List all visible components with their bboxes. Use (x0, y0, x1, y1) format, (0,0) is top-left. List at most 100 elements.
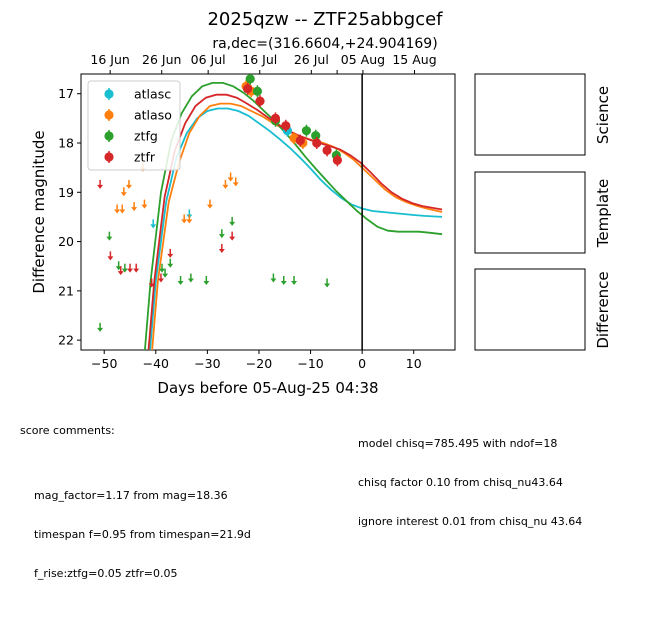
score-comments: score comments: mag_factor=1.17 from mag… (20, 398, 251, 619)
upper-limit-arrow (97, 327, 104, 332)
upper-limit-arrow (150, 224, 157, 229)
upper-limit-atlaso (141, 199, 148, 209)
legend-label: ztfr (134, 150, 156, 165)
model-curve-atlasc (149, 107, 443, 350)
upper-limit-ztfg (280, 276, 287, 285)
upper-limit-arrow (97, 184, 104, 189)
score-comments-heading: score comments: (20, 424, 115, 437)
upper-limit-ztfg (97, 322, 104, 332)
legend: atlasc atlaso ztfg ztfr (87, 80, 181, 171)
model-comments: model chisq=785.495 with ndof=18 chisq f… (358, 411, 582, 541)
stamp-panel-template (474, 171, 586, 254)
upper-limit-arrow (218, 248, 225, 253)
detection-ztfr (322, 145, 332, 155)
upper-limit-ztfg (158, 263, 165, 273)
upper-limit-arrow (177, 281, 184, 285)
upper-limit-ztfg (229, 216, 236, 226)
stamp-panel-label: Template (594, 179, 612, 248)
upper-limit-ztfg (270, 273, 277, 283)
model-comment-line: ignore interest 0.01 from chisq_nu 43.64 (358, 515, 583, 528)
top-tick-label: 16 Jul (242, 52, 277, 67)
x-tick-label: −30 (194, 356, 220, 371)
detection-ztfr (312, 138, 322, 148)
upper-limit-atlaso (206, 199, 213, 209)
upper-limit-ztfg (187, 273, 194, 283)
plot-frame (80, 73, 456, 351)
upper-limit-arrow (203, 281, 210, 285)
upper-limit-arrow (127, 268, 134, 273)
legend-marker (104, 152, 114, 162)
upper-limit-arrow (162, 273, 169, 278)
upper-limit-arrow (167, 253, 174, 258)
upper-limit-arrow (270, 278, 277, 283)
upper-limit-ztfr (127, 263, 134, 273)
upper-limit-atlaso (119, 204, 126, 214)
detection-ztfr (255, 96, 265, 106)
model-comment-line: chisq factor 0.10 from chisq_nu43.64 (358, 476, 563, 489)
stamp-panels: Science Template Difference (474, 73, 612, 351)
upper-limit-arrow (106, 236, 113, 241)
upper-limit-atlaso (114, 204, 121, 214)
upper-limit-arrow (186, 219, 193, 224)
figure-subtitle: ra,dec=(316.6604,+24.904169) (212, 36, 437, 52)
stamp-panel-label: Difference (594, 271, 612, 348)
upper-limit-arrow (232, 182, 239, 187)
lightcurve-figure: 2025qzw -- ZTF25abbgcef ra,dec=(316.6604… (30, 9, 612, 397)
x-tick-label: 0 (358, 356, 366, 371)
model-comment-line: model chisq=785.495 with ndof=18 (358, 437, 558, 450)
stamp-panel-label: Science (594, 86, 612, 144)
detection-ztfr (270, 113, 281, 123)
detection-ztfg (245, 74, 255, 84)
score-comment-line: f_rise:ztfg=0.05 ztfr=0.05 (34, 567, 178, 580)
upper-limit-arrow (227, 177, 234, 182)
upper-limit-ztfr (107, 251, 114, 261)
data-points (97, 74, 342, 332)
stamp-panel-science (474, 73, 586, 156)
upper-limit-arrow (222, 184, 229, 189)
stamp-panel-difference (474, 268, 586, 351)
top-tick-label: 05 Aug (341, 52, 385, 67)
upper-limit-atlaso (186, 214, 193, 224)
upper-limit-ztfr (148, 278, 155, 288)
top-tick-label: 15 Aug (392, 52, 436, 67)
legend-label: ztfg (134, 129, 158, 144)
x-tick-label: −10 (297, 356, 323, 371)
x-tick-label: −40 (143, 356, 169, 371)
y-axis-ticks: 17 18 19 20 21 22 (58, 86, 81, 348)
upper-limit-ztfg (121, 263, 128, 273)
upper-limit-arrow (114, 209, 121, 214)
detection-ztfg (301, 126, 312, 136)
y-axis-label: Difference magnitude (30, 130, 48, 293)
upper-limit-arrow (206, 204, 213, 209)
score-comment-line: timespan f=0.95 from timespan=21.9d (34, 528, 251, 541)
upper-limit-atlaso (131, 202, 138, 212)
upper-limit-ztfg (203, 276, 210, 285)
figure-title: 2025qzw -- ZTF25abbgcef (207, 9, 443, 30)
detection-ztfr (243, 84, 253, 94)
upper-limit-ztfr (167, 248, 174, 258)
upper-limit-arrow (148, 283, 155, 288)
x-axis-ticks: −50 −40 −30 −20 −10 0 10 (91, 350, 422, 371)
upper-limit-ztfr (133, 263, 140, 273)
legend-box (87, 80, 181, 171)
upper-limit-atlaso (181, 214, 188, 224)
upper-limit-atlaso (222, 179, 229, 189)
top-date-axis-ticks: 16 Jun 26 Jun 06 Jul 16 Jul 26 Jul 05 Aug 15 A… (90, 52, 437, 74)
upper-limit-arrow (157, 278, 164, 283)
y-tick-label: 22 (58, 333, 74, 348)
x-tick-label: −20 (246, 356, 272, 371)
upper-limit-arrow (324, 283, 331, 288)
top-tick-label: 26 Jul (294, 52, 329, 67)
upper-limit-atlaso (125, 179, 132, 189)
legend-marker (104, 89, 114, 99)
y-tick-label: 20 (58, 234, 74, 249)
upper-limit-arrow (181, 219, 188, 224)
legend-label: atlasc (134, 87, 171, 102)
upper-limit-ztfg (291, 276, 298, 285)
legend-marker (104, 131, 114, 141)
upper-limit-arrow (229, 221, 236, 226)
legend-marker (104, 110, 114, 120)
upper-limit-arrow (280, 281, 287, 285)
y-tick-label: 21 (58, 283, 74, 298)
upper-limit-arrow (291, 281, 298, 285)
